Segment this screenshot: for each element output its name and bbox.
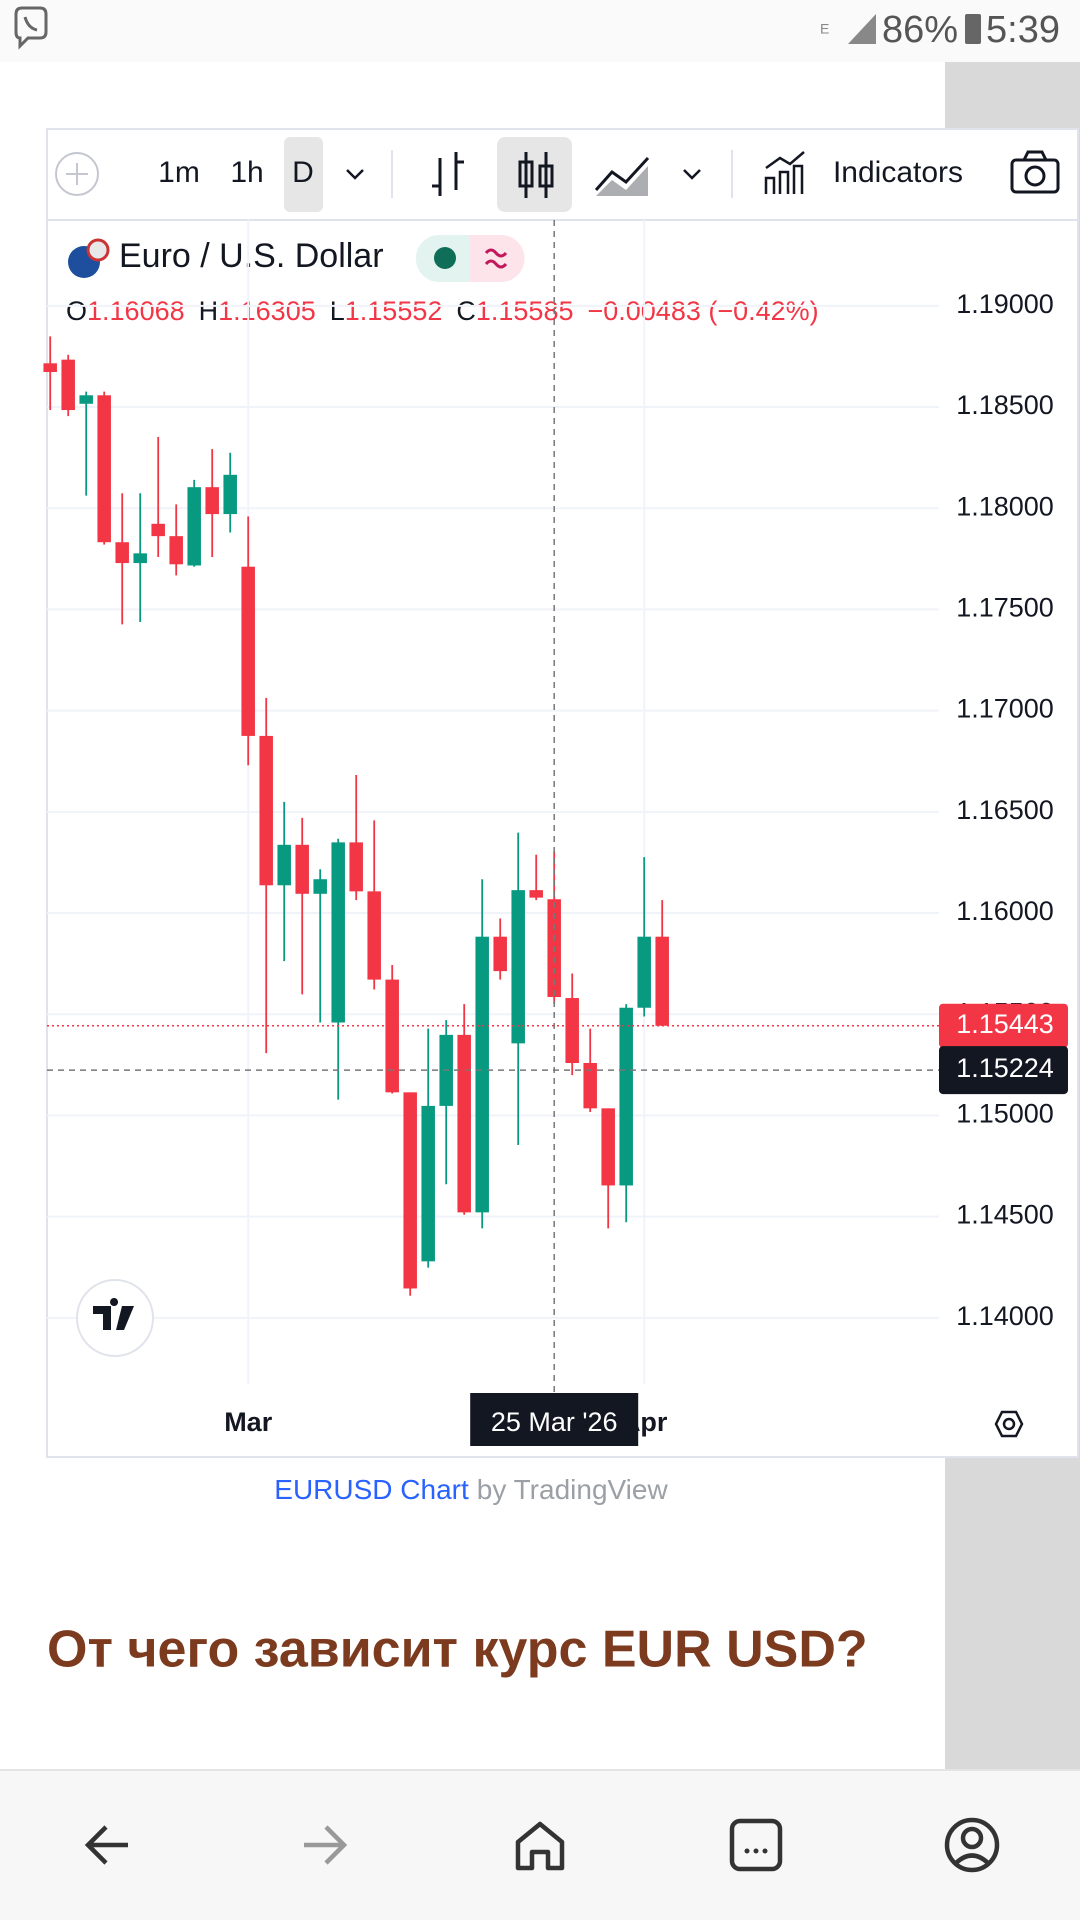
candle-body xyxy=(583,1062,597,1109)
status-bar xyxy=(0,0,1080,62)
y-tick-label: 1.18500 xyxy=(956,390,1054,420)
market-status[interactable] xyxy=(416,235,525,282)
candle-body xyxy=(457,1034,471,1213)
last-price-label: 1.15443 xyxy=(956,1009,1054,1039)
indicators-button[interactable]: Indicators xyxy=(833,156,963,189)
network-icon: E xyxy=(820,21,829,37)
candle-body xyxy=(529,890,543,898)
ohlc-value: 1.15585 xyxy=(476,296,574,326)
profile-button[interactable] xyxy=(944,1817,1000,1873)
crosshair-price-label: 1.15224 xyxy=(956,1053,1054,1083)
home-button[interactable] xyxy=(515,1821,565,1871)
y-tick-label: 1.17000 xyxy=(956,694,1054,724)
candle-body xyxy=(295,844,309,894)
y-tick-label: 1.16000 xyxy=(956,896,1054,926)
ohlc-letter: H xyxy=(199,296,219,326)
style-dropdown[interactable] xyxy=(683,169,701,180)
ohlc-letter: O xyxy=(66,296,87,326)
candle-body xyxy=(79,395,93,404)
symbol-name: Euro / U.S. Dollar xyxy=(119,237,384,275)
crosshair-price-tag xyxy=(939,1046,1068,1095)
candle-body xyxy=(115,542,129,564)
candle-body xyxy=(421,1105,435,1262)
interval-button[interactable]: 1h xyxy=(230,156,263,189)
article-heading: От чего зависит курс EUR USD? xyxy=(47,1621,868,1679)
change-label: −0.00483 (−0.42%) xyxy=(587,296,818,326)
plot-area: 1.140001.145001.150001.155001.160001.165… xyxy=(43,220,1068,1446)
attribution-link[interactable]: EURUSD Chart xyxy=(274,1474,469,1505)
y-tick-label: 1.14500 xyxy=(956,1200,1054,1230)
y-tick-label: 1.15000 xyxy=(956,1099,1054,1129)
ohlc-value: 1.16305 xyxy=(218,296,316,326)
x-tick-label: Mar xyxy=(224,1407,273,1437)
clock: 5:39 xyxy=(986,9,1060,51)
candles-style-highlight xyxy=(497,137,572,212)
screenshot-button[interactable] xyxy=(1010,150,1060,194)
candle-body xyxy=(61,359,75,411)
candle-body xyxy=(187,487,201,566)
ohlc-letter: L xyxy=(330,296,345,326)
ohlc-legend: O1.16068 H1.16305 L1.15552 C1.15585 −0.00483… xyxy=(66,296,819,326)
interval-button[interactable]: 1m xyxy=(158,156,200,189)
candle-body xyxy=(277,844,291,886)
candle-body xyxy=(43,363,57,373)
candle-body xyxy=(133,553,147,564)
symbol-flag xyxy=(68,238,110,278)
candle-body xyxy=(403,1092,417,1289)
candle-body xyxy=(619,1007,633,1186)
candle-body xyxy=(223,474,237,515)
candle-body xyxy=(259,735,273,886)
battery-icon xyxy=(965,14,981,44)
candles-style-button[interactable] xyxy=(518,152,554,198)
crosshair-date-tag xyxy=(470,1393,639,1446)
candle-body xyxy=(655,936,669,1026)
attribution-by: by TradingView xyxy=(477,1474,669,1505)
ohlc-letter: C xyxy=(456,296,476,326)
candle-body xyxy=(475,936,489,1213)
tabs-button[interactable] xyxy=(729,1818,783,1872)
interval-dropdown[interactable] xyxy=(346,169,364,180)
signal-icon xyxy=(848,14,876,44)
candle-body xyxy=(637,936,651,1008)
candle-body xyxy=(205,487,219,515)
y-tick-label: 1.19000 xyxy=(956,289,1054,319)
candle-body xyxy=(349,842,363,892)
interval-highlight xyxy=(284,137,323,212)
chart-frame xyxy=(46,128,1079,1458)
y-tick-label: 1.16500 xyxy=(956,795,1054,825)
candle-body xyxy=(313,879,327,894)
add-symbol-button[interactable] xyxy=(55,152,99,196)
indicators-icon[interactable] xyxy=(764,151,805,194)
forward-button[interactable] xyxy=(304,1825,348,1865)
last-price-tag xyxy=(939,1003,1068,1048)
candle-body xyxy=(97,395,111,543)
crosshair-date-label: 25 Mar '26 xyxy=(491,1407,618,1437)
candle-body xyxy=(331,842,345,1023)
attribution: EURUSD Chart by TradingView xyxy=(274,1474,668,1505)
y-tick-label: 1.18000 xyxy=(956,491,1054,521)
tradingview-logo[interactable] xyxy=(76,1279,154,1357)
ohlc-value: 1.16068 xyxy=(87,296,185,326)
ohlc-value: 1.15552 xyxy=(345,296,443,326)
chart-settings-button[interactable] xyxy=(994,1410,1024,1438)
y-tick-label: 1.14000 xyxy=(956,1301,1054,1331)
area-style-button[interactable] xyxy=(594,156,650,196)
candle-body xyxy=(511,890,525,1044)
candle-body xyxy=(241,566,255,736)
back-button[interactable] xyxy=(84,1825,128,1865)
candle-body xyxy=(367,891,381,980)
battery-level: 86% xyxy=(882,9,958,51)
candle-body xyxy=(385,979,399,1093)
candle-body xyxy=(601,1108,615,1186)
interval-button[interactable]: D xyxy=(292,156,314,189)
candle-body xyxy=(151,523,165,537)
candle-body xyxy=(169,536,183,565)
viber-icon xyxy=(14,6,48,50)
bottom-nav xyxy=(0,1770,1080,1920)
candle-body xyxy=(493,936,507,972)
candle-body xyxy=(565,998,579,1063)
y-tick-label: 1.17500 xyxy=(956,593,1054,623)
bars-style-button[interactable] xyxy=(432,152,464,196)
